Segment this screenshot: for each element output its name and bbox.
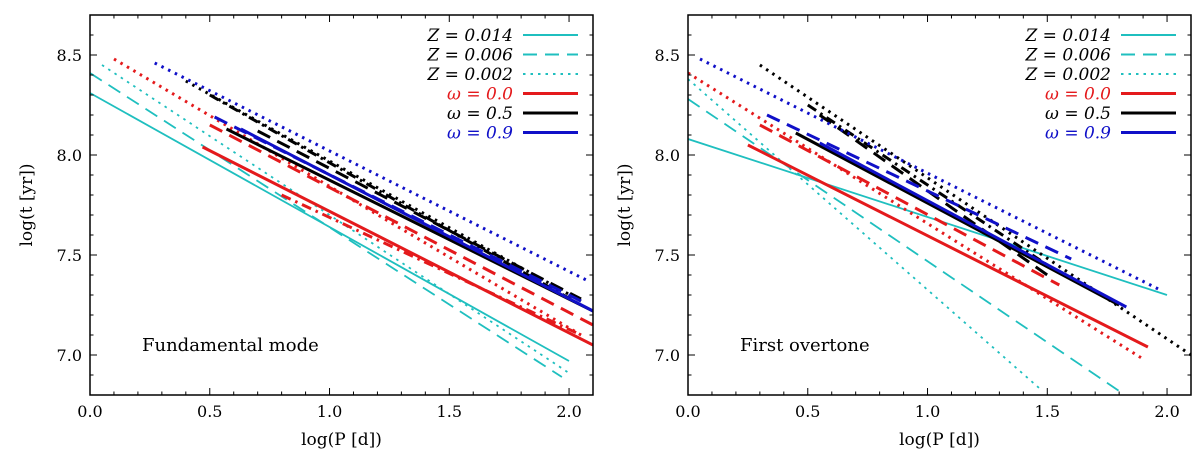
panel-0-series-line-1 (90, 72, 563, 378)
panel-0-y-tick-label-3: 8.5 (57, 46, 82, 65)
panel-1-legend-label-2: Z = 0.002 (1024, 65, 1111, 85)
panel-1-y-axis-label: log(t [yr]) (615, 163, 635, 246)
panel-0-y-tick-label-0: 7.0 (57, 346, 82, 365)
panel-0-axes-frame (89, 14, 594, 396)
panel-1-series-line-9 (806, 103, 1049, 267)
panel-1-legend-label-4: ω = 0.5 (1045, 104, 1111, 124)
panel-0-x-tick-label-3: 1.5 (437, 402, 462, 421)
panel-0-series-line-12 (154, 61, 589, 283)
panel-1-x-tick-label-1: 0.5 (795, 402, 820, 421)
panel-0-legend-label-3: ω = 0.0 (447, 85, 513, 105)
panel-1-x-tick-label-2: 1.0 (915, 402, 940, 421)
panel-0-legend-label-2: Z = 0.002 (426, 65, 513, 85)
panel-1-x-tick-label-0: 0.0 (675, 402, 700, 421)
panel-1-series-line-0 (688, 138, 1168, 296)
panel-1-axes-frame (687, 14, 1192, 396)
panel-1-series-line-6 (795, 131, 1120, 307)
panel-0-y-tick-label-1: 7.5 (57, 246, 82, 265)
panel-1-y-tick-label-0: 7.0 (655, 346, 680, 365)
panel-0-annotation: Fundamental mode (142, 335, 319, 356)
panel-1-series-line-3 (747, 143, 1149, 349)
panel-1-x-tick-label-3: 1.5 (1035, 402, 1060, 421)
panel-0-series-line-11 (213, 115, 582, 303)
panel-0-legend-label-0: Z = 0.014 (426, 26, 513, 46)
panel-1-y-tick-label-3: 8.5 (655, 46, 680, 65)
panel-1-x-tick-label-4: 2.0 (1154, 402, 1179, 421)
panel-1-series-line-11 (766, 113, 1072, 261)
panel-1-series-line-10 (818, 141, 1128, 309)
panel-1-x-axis-label: log(P [d]) (899, 430, 980, 450)
panel-0-x-axis-label: log(P [d]) (301, 430, 382, 450)
panel-1-legend-label-3: ω = 0.0 (1045, 85, 1111, 105)
panel-1-y-tick-label-1: 7.5 (655, 246, 680, 265)
panel-0-x-tick-label-0: 0.0 (77, 402, 102, 421)
panel-0-series-line-4 (209, 123, 593, 327)
panel-1-series-line-4 (759, 123, 1061, 287)
panel-fundamental-mode: 0.0 0.5 1.0 1.5 2.0 7.0 7.5 8.0 8.5 log(P [d]) log… (17, 14, 594, 450)
panel-0-series-line-0 (90, 92, 570, 362)
panel-0-legend-label-4: ω = 0.5 (447, 104, 513, 124)
panel-1-legend-label-1: Z = 0.006 (1024, 46, 1111, 66)
panel-0-series-line-3 (201, 145, 593, 347)
panel-1-annotation: First overtone (740, 335, 870, 356)
panel-0-series-line-5 (113, 57, 582, 337)
panel-0-x-tick-label-4: 2.0 (556, 402, 581, 421)
panel-1-y-tick-label-2: 8.0 (655, 146, 680, 165)
panel-0-series-group (90, 57, 593, 378)
panel-first-overtone: 0.0 0.5 1.0 1.5 2.0 7.0 7.5 8.0 8.5 log(P [d]) log… (615, 14, 1192, 450)
panel-0-legend-label-1: Z = 0.006 (426, 46, 513, 66)
panel-0-x-tick-label-2: 1.0 (317, 402, 342, 421)
panel-1-series-group (688, 57, 1191, 392)
panel-0-y-tick-label-2: 8.0 (57, 146, 82, 165)
panel-1-legend-label-5: ω = 0.9 (1045, 124, 1111, 144)
panel-1-series-line-8 (759, 63, 1191, 357)
panel-0-series-line-13 (280, 193, 582, 337)
panel-1-legend-label-0: Z = 0.014 (1024, 26, 1111, 46)
panel-0-x-tick-label-1: 0.5 (197, 402, 222, 421)
panel-0-series-line-2 (101, 64, 570, 374)
panel-0-legend-label-5: ω = 0.9 (447, 124, 513, 144)
panel-0-series-line-9 (209, 93, 582, 307)
panel-0-y-axis-label: log(t [yr]) (17, 163, 37, 246)
panel-0-series-line-8 (185, 79, 582, 303)
